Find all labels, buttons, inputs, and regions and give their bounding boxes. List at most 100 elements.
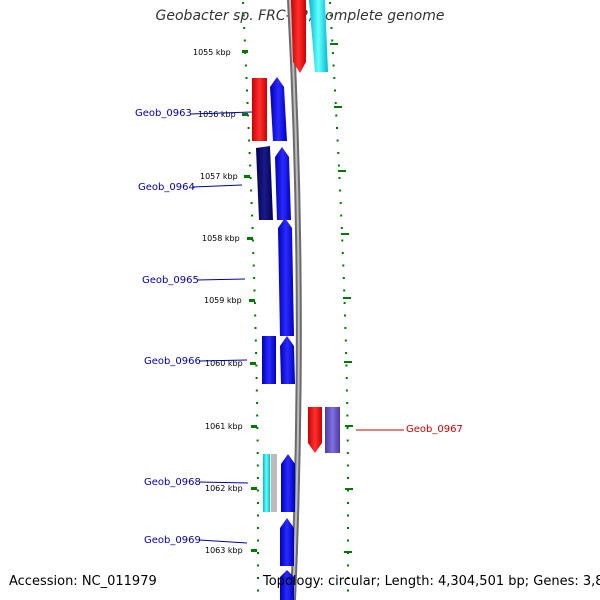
ruler-dot	[256, 477, 259, 479]
ruler-dot	[332, 64, 335, 67]
ruler-dot	[343, 302, 346, 304]
ruler-dot	[339, 202, 342, 204]
ruler-dot	[340, 214, 343, 217]
gene-top-cyan[interactable]	[309, 0, 328, 72]
ruler-dot	[249, 177, 252, 179]
gene-geob-0968-grey[interactable]	[271, 454, 277, 512]
ruler-dot	[346, 464, 349, 467]
ruler-dot	[346, 427, 349, 429]
ruler-dot	[251, 214, 254, 217]
gene-top-red[interactable]	[291, 0, 306, 73]
ruler-dot	[339, 189, 342, 192]
ruler-dot	[257, 577, 259, 579]
gene-bottom-partial[interactable]	[280, 570, 294, 600]
ruler-dot	[345, 364, 348, 367]
ruler-dot	[347, 527, 349, 529]
gene-label-geob-0965[interactable]: Geob_0965	[142, 275, 199, 286]
ruler-dot	[346, 414, 349, 417]
ruler-dot	[256, 439, 259, 442]
gene-label-geob-0968[interactable]: Geob_0968	[144, 477, 201, 488]
kbp-tick-1055: 1055 kbp	[193, 48, 248, 57]
ruler-dot	[335, 114, 338, 117]
ruler-dot	[244, 64, 247, 67]
gene-geob-0969[interactable]	[280, 518, 294, 566]
gene-geob-0963[interactable]	[270, 77, 287, 141]
ruler-dot	[337, 164, 340, 167]
gene-geob-0965[interactable]	[278, 218, 294, 336]
ruler-dot	[242, 2, 245, 4]
ruler-dot	[256, 402, 259, 404]
kbp-label-1061: 1061 kbp	[205, 422, 243, 431]
gene-geob-0963-red[interactable]	[252, 78, 267, 141]
gene-geob-0964-dark[interactable]	[256, 146, 273, 220]
outer-major-ticks	[330, 43, 353, 553]
ruler-dot	[345, 377, 348, 379]
gene-label-geob-0969[interactable]: Geob_0969	[144, 535, 201, 546]
ruler-dot	[257, 502, 259, 504]
genome-summary-label: Topology: circular; Length: 4,304,501 bp…	[263, 574, 600, 589]
ruler-dot	[343, 289, 346, 292]
kbp-label-1056: 1056 kbp	[198, 110, 236, 119]
ruler-dot	[252, 264, 255, 267]
gene-geob-0966-left[interactable]	[262, 336, 276, 384]
gene-geob-0966[interactable]	[280, 336, 295, 384]
gene-geob-0968[interactable]	[281, 454, 295, 512]
ruler-dot	[344, 327, 347, 329]
ruler-dot	[347, 502, 349, 504]
gene-label-geob-0964[interactable]: Geob_0964	[138, 182, 195, 193]
ruler-dot	[329, 14, 332, 17]
ruler-dot	[257, 539, 259, 542]
ruler-dot	[344, 339, 347, 342]
ruler-dot	[255, 389, 258, 392]
ruler-dot	[344, 314, 346, 317]
gene-label-geob-0963[interactable]: Geob_0963	[135, 108, 192, 119]
ruler-dot	[247, 114, 250, 117]
ruler-dot	[247, 127, 250, 129]
ruler-dot	[347, 514, 349, 517]
kbp-label-1059: 1059 kbp	[204, 296, 242, 305]
gene-label-geob-0966[interactable]: Geob_0966	[144, 356, 201, 367]
ruler-dot	[253, 289, 256, 292]
gene-geob-0967[interactable]	[308, 407, 322, 453]
kbp-tick-1059: 1059 kbp	[204, 296, 255, 305]
ruler-dot	[334, 102, 337, 104]
ruler-dot	[256, 427, 259, 429]
ruler-dot	[347, 564, 349, 567]
ruler-dot	[248, 139, 251, 142]
ruler-dot	[243, 27, 246, 29]
ruler-dot	[336, 127, 338, 129]
ruler-dot	[346, 439, 349, 442]
ruler-dot	[249, 164, 252, 167]
gene-geob-0968-cyan[interactable]	[263, 454, 270, 512]
ruler-dot	[246, 89, 248, 92]
ruler-dot	[255, 377, 258, 379]
ruler-dot	[254, 339, 257, 342]
ruler-dot	[252, 252, 255, 254]
ruler-dot	[255, 352, 258, 354]
ruler-dot	[255, 364, 258, 367]
kbp-tick-1060: 1060 kbp	[205, 359, 256, 368]
ruler-dot	[242, 14, 245, 17]
kbp-tick-1062: 1062 kbp	[205, 484, 257, 493]
gene-geob-0967-purple[interactable]	[325, 407, 340, 453]
outer-ruler	[329, 2, 349, 592]
accession-label: Accession: NC_011979	[9, 574, 157, 589]
ruler-dot	[329, 2, 332, 4]
ruler-dot	[256, 452, 259, 454]
ruler-dot	[257, 552, 259, 554]
ruler-dot	[251, 239, 254, 242]
kbp-tick-1063: 1063 kbp	[205, 546, 257, 555]
ruler-dot	[337, 152, 340, 154]
kbp-tick-1056: 1056 kbp	[198, 110, 248, 119]
ruler-dot	[347, 477, 349, 479]
kbp-label-1060: 1060 kbp	[205, 359, 243, 368]
gene-label-geob-0967[interactable]: Geob_0967	[406, 424, 463, 435]
ruler-dot	[340, 227, 343, 229]
ruler-dot	[257, 589, 259, 592]
ruler-dot	[331, 39, 334, 42]
ruler-dot	[253, 302, 256, 304]
ruler-dot	[346, 452, 349, 454]
ruler-dot	[347, 589, 349, 592]
gene-geob-0964[interactable]	[275, 147, 291, 220]
